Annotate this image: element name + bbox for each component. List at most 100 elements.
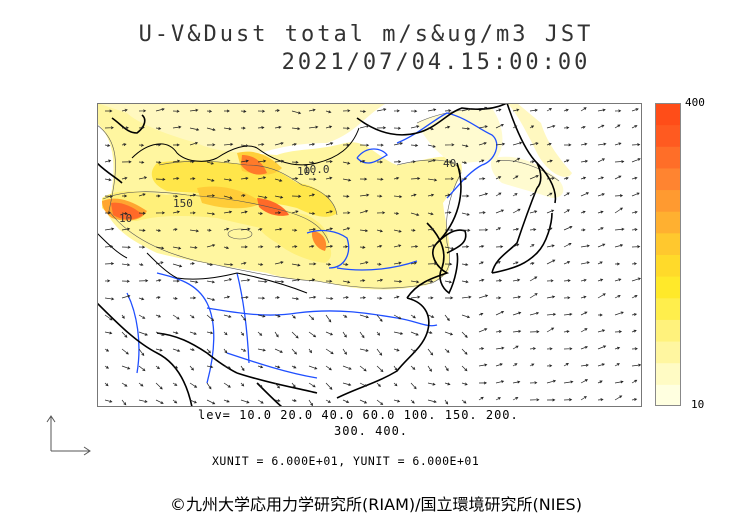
wind-arrow [376,126,387,130]
wind-arrow [274,382,280,389]
wind-arrow [427,279,434,283]
wind-arrow [597,261,603,265]
wind-arrow [580,328,588,333]
wind-arrow [359,229,369,233]
wind-arrow [563,209,570,214]
wind-arrow [224,109,230,113]
wind-arrow [291,331,299,339]
wind-arrow [478,363,488,367]
wind-arrow [478,228,489,232]
wind-arrow [614,330,623,334]
wind-arrow [512,141,523,146]
wind-arrow [257,331,263,336]
wind-arrow [427,399,437,404]
wind-arrow [155,399,164,404]
wind-arrow [291,263,301,267]
wind-arrow [563,296,571,300]
wind-arrow [512,345,519,350]
wind-arrow [580,244,590,248]
wind-arrow [138,279,149,283]
wind-arrow [138,176,148,180]
wind-arrow [104,194,114,198]
wind-arrow [240,278,251,282]
wind-arrow [478,278,485,282]
wind-arrow [614,244,624,248]
wind-arrow [308,125,319,129]
wind-arrow [444,382,451,386]
wind-arrow [495,176,502,180]
colorbar-swatch [655,232,681,255]
wind-arrow [274,178,283,182]
wind-arrow [189,314,195,319]
wind-arrow [206,399,216,405]
wind-arrow [138,263,144,267]
wind-arrow [512,108,520,112]
wind-arrow [461,280,469,284]
wind-arrow [427,244,436,248]
wind-arrow [461,127,471,131]
wind-arrow [410,212,420,217]
map-datetime: 2021/07/04.15:00:00 [281,50,591,75]
wind-arrow [104,331,113,335]
colorbar-swatch [655,341,681,364]
colorbar-swatch [655,146,681,169]
wind-arrow [121,348,129,355]
wind-arrow [138,399,148,403]
wind-arrow [325,399,332,403]
wind-arrow [308,177,317,181]
wind-arrow [104,178,112,182]
contour-levels-line2: 300. 400. [334,424,409,438]
wind-arrow [495,159,501,163]
wind-arrow [546,108,553,112]
wind-arrow [478,192,489,197]
wind-arrow [104,382,109,387]
wind-arrow [206,243,216,248]
wind-arrow [104,144,111,147]
wind-arrow [172,246,182,250]
wind-arrow [529,142,539,146]
wind-arrow [495,209,505,214]
wind-arrow [308,193,315,197]
wind-arrow [291,210,299,214]
wind-arrow [563,126,570,130]
wind-arrow [546,279,554,283]
contour-label: 10.0 [303,163,330,176]
wind-arrow [325,210,333,214]
wind-arrow [240,331,245,336]
wind-arrow [155,211,166,215]
colorbar-swatch [655,211,681,234]
wind-arrow [291,382,296,388]
wind-arrow [631,192,640,197]
wind-arrow [308,348,313,354]
wind-arrow [614,262,621,266]
wind-arrow [461,348,468,355]
wind-arrow [529,192,536,197]
colorbar-swatch [655,103,681,126]
wind-arrow [172,314,180,320]
wind-arrow [104,244,114,248]
wind-arrow [563,398,573,402]
wind-arrow [342,109,351,113]
wind-arrow [445,228,454,232]
wind-arrow [444,331,454,336]
wind-arrow [444,296,454,300]
wind-arrow [291,177,299,181]
colorbar-min-label: 10 [691,398,705,411]
wind-arrow [121,399,127,406]
wind-arrow [189,211,196,215]
wind-arrow [461,331,468,338]
wind-arrow [291,110,302,115]
wind-arrow [104,348,110,352]
wind-arrow [478,141,487,146]
borders [97,127,360,294]
wind-arrow [189,177,196,181]
wind-arrow [138,160,145,164]
wind-arrow [461,365,468,372]
wind-arrow [274,245,281,249]
wind-arrow [172,176,180,180]
wind-arrow [461,314,471,319]
wind-arrow [155,382,163,390]
wind-arrow [631,313,638,316]
wind-arrow [291,245,298,249]
wind-arrow [138,143,145,147]
